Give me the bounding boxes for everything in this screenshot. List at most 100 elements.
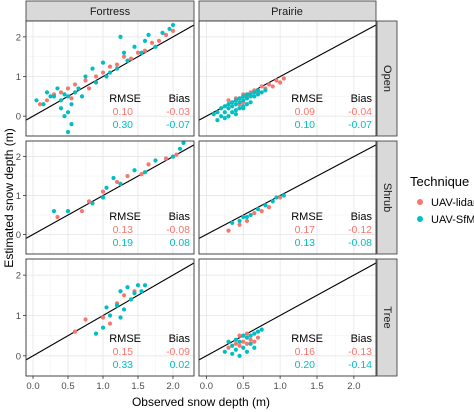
- one-to-one-line: [25, 262, 195, 361]
- strip-label-fortress: Fortress: [90, 6, 131, 18]
- stat-rmse-value: 0.33: [113, 359, 134, 371]
- x-axis-title: Observed snow depth (m): [132, 395, 270, 409]
- data-point: [69, 102, 74, 107]
- data-point: [107, 321, 113, 326]
- data-point: [93, 331, 99, 336]
- data-point: [219, 106, 224, 111]
- data-point: [222, 110, 227, 115]
- legend-key-uav-sfm: [417, 216, 423, 222]
- data-point: [181, 140, 186, 146]
- stats-header-bias: Bias: [351, 93, 373, 105]
- data-point: [237, 100, 242, 105]
- x-tick-label: 1.5: [131, 381, 144, 392]
- panel-fortress-tree: RMSE Bias 0.15 -0.09 0.33 0.02 0 1 2 0.0 0.5 1.0 1.5…: [16, 258, 195, 392]
- data-point: [51, 94, 57, 99]
- data-point: [76, 86, 81, 91]
- data-point: [226, 102, 231, 107]
- data-point: [278, 195, 283, 200]
- data-point: [118, 315, 123, 320]
- data-point: [241, 333, 246, 338]
- data-point: [248, 333, 253, 338]
- data-point: [135, 283, 141, 288]
- stat-bias-value: 0.08: [170, 237, 191, 249]
- data-point: [226, 114, 231, 119]
- data-point: [248, 341, 253, 346]
- y-tick-label: 1: [16, 72, 21, 83]
- legend-label-uav-sfm: UAV-SfM: [431, 214, 474, 226]
- data-point: [118, 34, 123, 39]
- data-point: [62, 92, 67, 97]
- series-uav-sfm: [34, 22, 176, 135]
- data-point: [226, 228, 231, 233]
- stat-rmse-value: 0.19: [113, 237, 134, 249]
- panel-border: [198, 258, 377, 377]
- data-point: [121, 54, 127, 59]
- strip-tree: [376, 258, 398, 377]
- data-point: [170, 22, 176, 28]
- data-point: [79, 94, 85, 99]
- data-point: [230, 220, 235, 225]
- data-point: [83, 78, 88, 83]
- data-point: [274, 195, 279, 200]
- data-point: [226, 106, 231, 111]
- one-to-one-line: [198, 144, 377, 239]
- series-uav-sfm: [222, 327, 264, 358]
- data-point: [241, 94, 246, 99]
- y-axis-title: Estimated snow depth (m): [2, 128, 16, 267]
- data-point: [226, 98, 231, 103]
- x-tick-label: 2.0: [166, 381, 179, 392]
- stats-header-rmse: RMSE: [291, 93, 323, 105]
- data-point: [252, 331, 257, 336]
- stats-header-rmse: RMSE: [291, 333, 323, 345]
- data-point: [121, 307, 127, 312]
- data-point: [132, 291, 137, 296]
- data-point: [111, 175, 116, 181]
- panel-prairie-open: RMSE Bias 0.09 -0.04 0.10 -0.07: [198, 20, 377, 137]
- data-point: [222, 116, 227, 121]
- data-point: [248, 337, 253, 342]
- data-point: [118, 289, 123, 294]
- data-point: [86, 199, 92, 204]
- panel-border: [198, 20, 377, 137]
- strip-label-shrub: Shrub: [381, 183, 393, 212]
- data-point: [255, 335, 261, 340]
- data-point: [55, 86, 60, 91]
- stat-rmse-value: 0.13: [113, 224, 134, 236]
- data-point: [65, 129, 71, 135]
- data-point: [241, 339, 246, 344]
- data-point: [153, 44, 158, 49]
- data-point: [174, 152, 179, 157]
- data-point: [41, 102, 46, 107]
- data-point: [69, 122, 74, 127]
- x-tick-label: 1.0: [274, 381, 287, 392]
- x-tick-label: 0.0: [200, 381, 213, 392]
- data-point: [142, 283, 148, 288]
- data-point: [93, 74, 99, 79]
- stat-bias-value: 0.02: [170, 359, 191, 371]
- data-point: [114, 179, 120, 185]
- data-point: [252, 210, 257, 216]
- data-point: [244, 218, 250, 223]
- stat-rmse-value: 0.15: [113, 346, 134, 358]
- data-point: [107, 64, 113, 69]
- data-point: [125, 285, 130, 290]
- data-point: [259, 327, 264, 332]
- data-point: [252, 339, 257, 344]
- data-point: [237, 353, 242, 358]
- panel-background: [199, 259, 376, 376]
- data-point: [132, 44, 137, 49]
- data-point: [237, 343, 242, 348]
- strip-label-open: Open: [381, 65, 393, 92]
- data-point: [170, 28, 176, 34]
- data-point: [248, 92, 253, 97]
- data-point: [135, 50, 141, 55]
- data-point: [104, 74, 109, 79]
- data-point: [237, 222, 242, 227]
- data-point: [255, 92, 261, 97]
- x-tick-label: 0.5: [61, 381, 74, 392]
- data-point: [237, 106, 242, 111]
- data-point: [142, 48, 148, 53]
- panel-background: [199, 141, 376, 254]
- stat-bias-value: -0.13: [348, 346, 372, 358]
